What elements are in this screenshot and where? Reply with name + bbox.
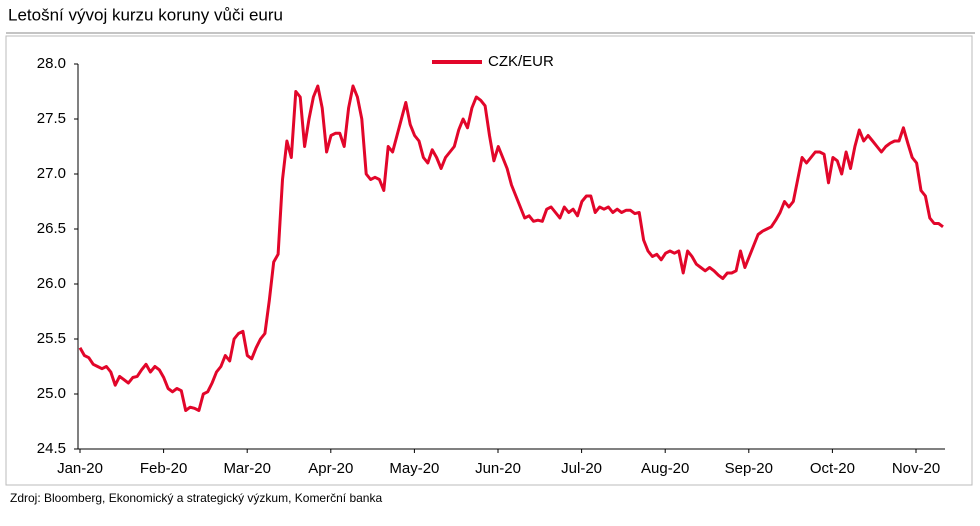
y-tick-label: 26.0 [37, 275, 66, 292]
x-tick-label: Jan-20 [57, 460, 103, 477]
x-tick-label: Nov-20 [892, 460, 940, 477]
source: Zdroj: Bloomberg, Ekonomický a strategic… [10, 491, 382, 505]
x-tick-label: Jul-20 [561, 460, 602, 477]
y-tick-label: 28.0 [37, 55, 66, 72]
y-tick-label: 27.5 [37, 110, 66, 127]
x-tick-label: Sep-20 [725, 460, 773, 477]
x-tick-label: Aug-20 [641, 460, 689, 477]
y-tick-label: 27.0 [37, 165, 66, 182]
x-tick-label: Mar-20 [223, 460, 271, 477]
y-tick-label: 25.5 [37, 330, 66, 347]
x-tick-label: Feb-20 [140, 460, 188, 477]
chart-title: Letošní vývoj kurzu koruny vůči euru [8, 5, 283, 24]
legend-label: CZK/EUR [488, 53, 554, 70]
x-tick-label: Jun-20 [475, 460, 521, 477]
y-tick-label: 25.0 [37, 385, 66, 402]
x-tick-label: May-20 [389, 460, 439, 477]
line [78, 84, 944, 412]
y-tick-label: 24.5 [37, 440, 66, 457]
x-tick-label: Oct-20 [810, 460, 855, 477]
y-tick-label: 26.5 [37, 220, 66, 237]
x-tick-label: Apr-20 [308, 460, 353, 477]
frame [5, 35, 973, 486]
